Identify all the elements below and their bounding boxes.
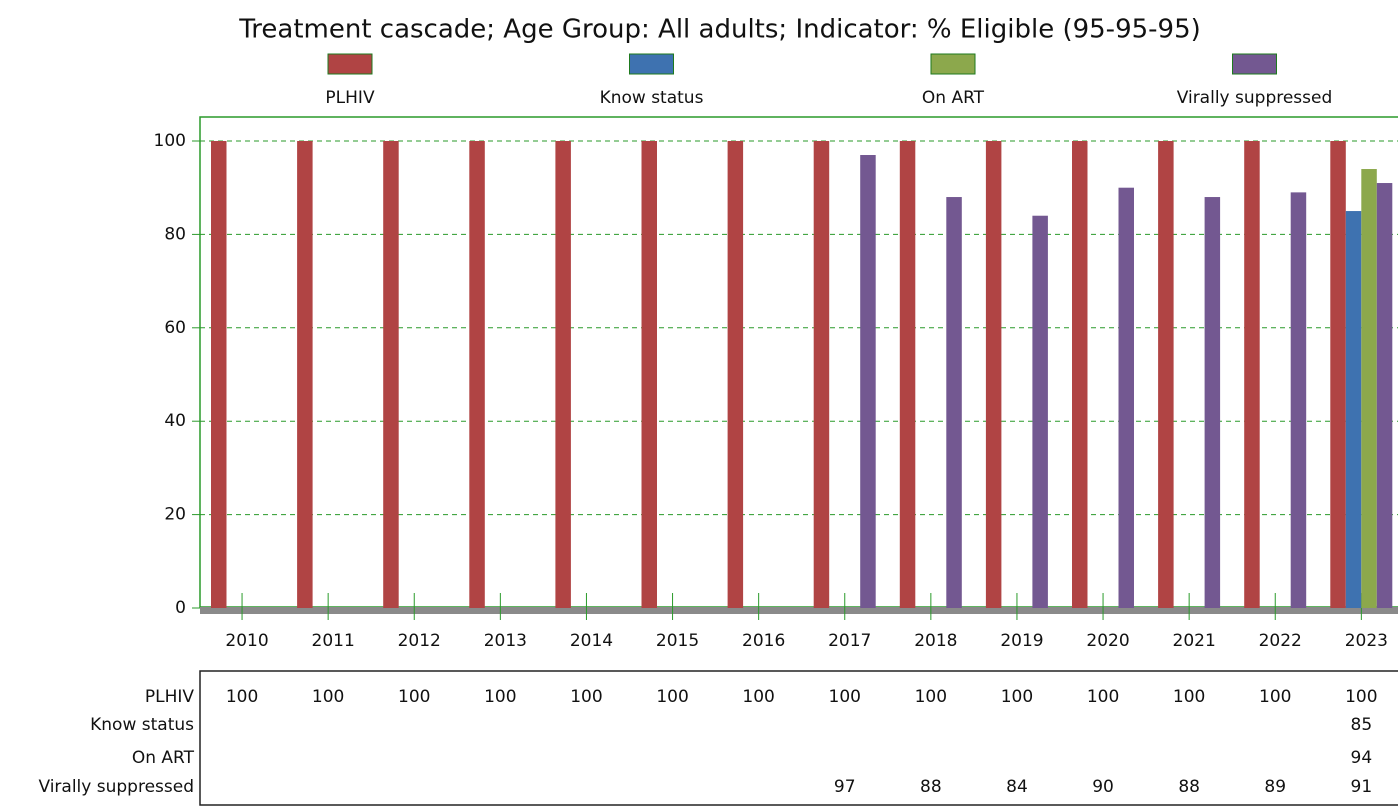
table-row-label: Virally suppressed [38,777,194,797]
bar [1158,141,1174,608]
legend-swatch [930,53,976,75]
y-tick-label: 20 [164,505,186,525]
table-value: 100 [1345,687,1377,707]
table-value: 97 [834,777,856,797]
legend-swatch [629,53,674,75]
x-tick-label: 2023 [1345,631,1388,651]
bar [641,141,657,608]
x-tick-label: 2016 [742,631,785,651]
y-tick-label: 0 [175,598,186,618]
table-value: 89 [1264,777,1286,797]
legend-label: Virally suppressed [1177,88,1333,108]
table-value: 85 [1351,715,1373,735]
table-value: 100 [1087,687,1119,707]
bar [1118,187,1134,608]
bar [727,141,744,608]
y-tick-label: 80 [164,224,186,244]
legend-swatch [1232,53,1277,75]
bar [469,141,485,608]
bar [555,141,571,608]
x-tick-label: 2013 [484,631,527,651]
y-tick-label: 60 [164,318,186,338]
x-tick-label: 2012 [398,631,441,651]
x-tick-label: 2015 [656,631,699,651]
bar [1204,197,1221,609]
table-row-label: Know status [90,715,194,735]
table-value: 84 [1006,777,1028,797]
x-tick-label: 2011 [312,631,355,651]
table-value: 100 [829,687,861,707]
bar [860,155,876,608]
table-value: 94 [1351,748,1373,768]
table-value: 100 [484,687,516,707]
bar [1376,183,1393,608]
legend-label: PLHIV [325,88,375,108]
table-value: 100 [312,687,344,707]
bar [1244,141,1260,608]
bar [1361,169,1377,608]
data-table [199,670,1398,806]
bar [211,141,227,608]
x-tick-label: 2014 [570,631,613,651]
table-row-label: On ART [132,748,195,768]
x-tick-label: 2022 [1259,631,1302,651]
bar [899,141,916,608]
table-value: 100 [1259,687,1291,707]
bar [383,141,399,608]
table-row-label: PLHIV [145,687,195,707]
bar [1072,141,1088,608]
table-value: 100 [398,687,430,707]
table-value: 88 [920,777,942,797]
table-value: 100 [742,687,774,707]
x-tick-label: 2019 [1000,631,1043,651]
table-value: 100 [1001,687,1033,707]
table-value: 100 [915,687,947,707]
x-tick-label: 2020 [1086,631,1129,651]
x-tick-label: 2017 [828,631,871,651]
bar [813,141,830,608]
y-tick-label: 40 [164,411,186,431]
table-value: 100 [570,687,602,707]
x-tick-label: 2021 [1173,631,1216,651]
bar [1032,215,1048,608]
bar [985,141,1002,608]
bar [1290,192,1307,608]
table-value: 90 [1092,777,1114,797]
floor [200,607,1398,614]
bar [1345,211,1362,609]
bar [946,197,962,609]
table-value: 100 [656,687,688,707]
bar [1330,141,1346,608]
y-tick-label: 100 [154,131,186,151]
legend-label: On ART [922,88,985,108]
chart-title: Treatment cascade; Age Group: All adults… [238,15,1201,45]
table-value: 100 [1173,687,1205,707]
legend-swatch [327,53,373,75]
x-tick-label: 2018 [914,631,957,651]
x-tick-label: 2010 [225,631,268,651]
table-value: 91 [1351,777,1373,797]
table-value: 100 [226,687,258,707]
legend-label: Know status [600,88,704,108]
table-value: 88 [1178,777,1200,797]
bar [297,141,313,608]
